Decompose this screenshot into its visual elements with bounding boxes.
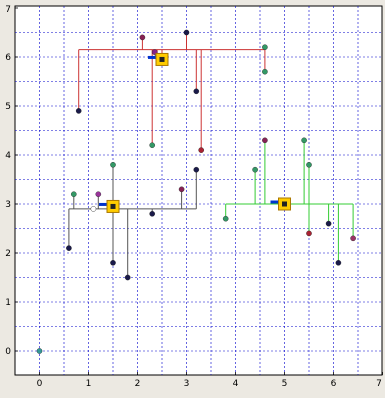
x-tick-label: 4 [233, 379, 239, 389]
grid-layer [15, 6, 382, 375]
data-point [262, 44, 268, 51]
isolated-data-point [36, 348, 43, 354]
data-point [252, 166, 258, 173]
data-point [139, 34, 146, 41]
data-point [262, 137, 268, 144]
cluster-green-center-core [282, 201, 287, 207]
data-point [335, 259, 342, 266]
data-point [149, 210, 155, 217]
x-tick-label: 6 [331, 379, 337, 389]
data-point [75, 108, 82, 114]
data-point [350, 235, 356, 242]
x-tick-label: 3 [184, 379, 190, 389]
data-point [149, 142, 155, 148]
data-point [124, 274, 131, 281]
x-tick-label: 5 [282, 379, 288, 389]
data-point [198, 147, 204, 153]
data-point [66, 245, 72, 251]
y-tick-label: 3 [5, 200, 11, 210]
data-point [306, 230, 312, 237]
data-point [71, 191, 77, 197]
cluster-gray-center-core [110, 203, 116, 209]
x-tick-label: 2 [135, 379, 141, 389]
x-tick-label: 7 [376, 379, 382, 389]
data-point [222, 215, 229, 222]
plot-area [14, 5, 383, 376]
data-point [178, 186, 185, 193]
data-point [193, 166, 200, 173]
center-layer [99, 52, 291, 213]
data-point [301, 137, 307, 144]
data-point [193, 88, 200, 95]
y-tick-label: 5 [5, 102, 11, 112]
x-tick-label: 1 [86, 379, 92, 389]
data-point [95, 191, 102, 197]
y-tick-label: 6 [5, 53, 11, 63]
data-point [110, 259, 116, 266]
connector-layer [68, 32, 354, 278]
data-point [183, 29, 190, 36]
data-point [90, 206, 97, 212]
y-tick-label: 4 [5, 151, 11, 161]
data-point [325, 220, 332, 227]
y-tick-label: 0 [5, 347, 11, 357]
y-tick-label: 2 [5, 249, 11, 259]
tick-layer: 0 1 2 3 4 5 6 7 0 1 2 3 4 5 6 7 [5, 5, 383, 389]
cluster-red-center-core [159, 56, 165, 62]
y-tick-label: 1 [5, 298, 11, 308]
data-point [110, 161, 116, 168]
x-tick-label: 0 [37, 379, 43, 389]
data-point [262, 68, 268, 75]
data-point [306, 161, 312, 168]
y-tick-label: 7 [5, 5, 11, 15]
